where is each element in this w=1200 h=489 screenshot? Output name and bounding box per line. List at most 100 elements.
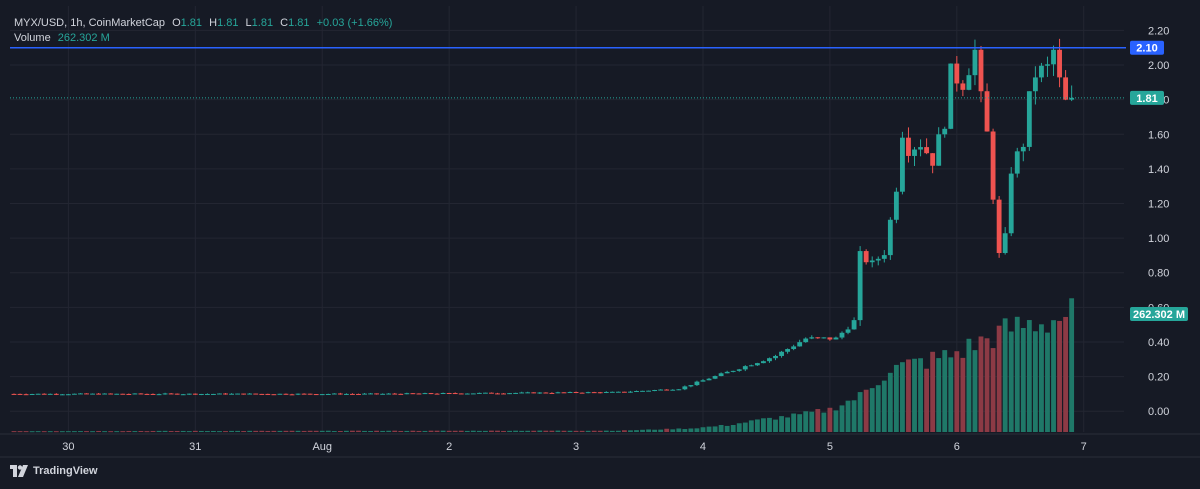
candle-body xyxy=(78,393,83,395)
y-tick-label: 1.40 xyxy=(1148,164,1169,176)
volume-bar xyxy=(773,419,778,432)
volume-bar xyxy=(936,358,942,432)
legend-close-value: 1.81 xyxy=(288,17,310,29)
volume-bar xyxy=(150,430,156,432)
volume-bar xyxy=(658,429,664,432)
volume-bar xyxy=(537,430,543,432)
candle-body xyxy=(422,393,428,395)
volume-bar xyxy=(863,389,869,432)
volume-bar xyxy=(440,430,446,432)
volume-bar xyxy=(392,430,398,432)
candle-body xyxy=(108,393,114,395)
volume-bar xyxy=(356,430,361,432)
volume-bar xyxy=(730,425,736,432)
volume-bar xyxy=(628,430,633,432)
volume-bar xyxy=(482,430,488,432)
candle-body xyxy=(688,385,694,387)
volume-bar xyxy=(162,430,168,432)
candle-body xyxy=(803,338,809,343)
price-axis[interactable]: 2.202.001.801.601.401.201.000.800.600.40… xyxy=(1130,25,1188,418)
chart-legend: MYX/USD, 1h, CoinMarketCap O1.81 H1.81 L… xyxy=(14,16,392,46)
time-axis[interactable]: 30 31 Aug 2 3 4 5 6 7 xyxy=(0,433,1200,458)
candle-body xyxy=(863,251,869,263)
candle-body xyxy=(132,393,138,395)
candle-body xyxy=(168,393,174,395)
candle-body xyxy=(198,393,204,395)
volume-bar xyxy=(682,429,688,432)
candle-body xyxy=(839,332,845,338)
volume-bar xyxy=(851,400,857,432)
candle-body xyxy=(966,75,972,90)
volume-bar xyxy=(416,430,422,432)
volume-bar xyxy=(368,430,373,432)
candle-body xyxy=(906,137,911,156)
volume-badge-bg xyxy=(1130,306,1188,321)
volume-bar xyxy=(1002,318,1008,432)
volume-bar xyxy=(845,400,851,432)
candle-body xyxy=(609,391,615,393)
candle-body xyxy=(628,391,633,393)
volume-bar xyxy=(501,430,506,432)
volume-bar xyxy=(374,430,380,432)
volume-bar xyxy=(924,368,930,432)
candle-body xyxy=(283,393,289,395)
volume-bar xyxy=(132,431,138,433)
candle-body xyxy=(464,393,470,395)
volume-bar xyxy=(398,430,404,432)
volume-bar xyxy=(343,430,349,432)
volume-bar xyxy=(791,413,797,432)
y-tick-label: 0.20 xyxy=(1148,372,1169,384)
candle-body xyxy=(72,393,77,395)
legend-low-label: L xyxy=(245,17,252,29)
volume-bar xyxy=(11,431,17,433)
candle-body xyxy=(446,393,452,395)
candle-body xyxy=(555,392,561,394)
candle-body xyxy=(918,147,923,150)
volume-bar xyxy=(289,430,295,432)
volume-bar xyxy=(126,430,132,432)
candle-body xyxy=(495,393,500,395)
candle-body xyxy=(857,251,863,321)
volume-bar xyxy=(676,428,682,432)
candle-body xyxy=(277,393,283,395)
volume-bar xyxy=(1051,320,1056,432)
volume-bar xyxy=(198,430,204,432)
volume-bar xyxy=(156,430,162,432)
volume-bar xyxy=(495,430,500,432)
candle-body xyxy=(845,329,851,333)
candle-body xyxy=(797,342,803,347)
candle-body xyxy=(579,392,585,394)
legend-symbol[interactable]: MYX/USD, 1h, CoinMarketCap xyxy=(14,17,165,29)
y-tick-label: 1.60 xyxy=(1148,129,1169,141)
candle-body xyxy=(229,393,234,395)
volume-bar xyxy=(84,431,89,433)
candle-body xyxy=(65,394,71,396)
candle-body xyxy=(1063,77,1069,100)
candle-body xyxy=(470,393,476,395)
volume-bar xyxy=(422,430,428,432)
y-tick-label: 1.00 xyxy=(1148,233,1169,245)
volume-bar xyxy=(972,350,978,432)
volume-bar xyxy=(247,430,253,432)
volume-bar xyxy=(724,425,730,432)
candle-body xyxy=(501,393,506,395)
tradingview-brand[interactable]: TradingView xyxy=(10,465,98,477)
volume-bar xyxy=(204,431,210,433)
candle-body xyxy=(253,393,259,395)
volume-bar xyxy=(90,431,95,433)
volume-bar xyxy=(186,431,192,433)
candle-body xyxy=(41,393,47,395)
volume-bar xyxy=(428,430,434,432)
legend-volume-row: Volume 262.302 M xyxy=(14,31,392,46)
candle-body xyxy=(90,393,95,395)
candle-body xyxy=(513,392,519,394)
volume-bar xyxy=(144,431,150,433)
y-tick-label: 2.20 xyxy=(1148,25,1169,37)
candle-body xyxy=(489,392,494,394)
volume-bar xyxy=(301,430,307,432)
candle-body xyxy=(1014,151,1020,174)
candle-body xyxy=(331,393,337,395)
candle-body xyxy=(440,393,446,395)
volume-bar xyxy=(470,430,476,432)
